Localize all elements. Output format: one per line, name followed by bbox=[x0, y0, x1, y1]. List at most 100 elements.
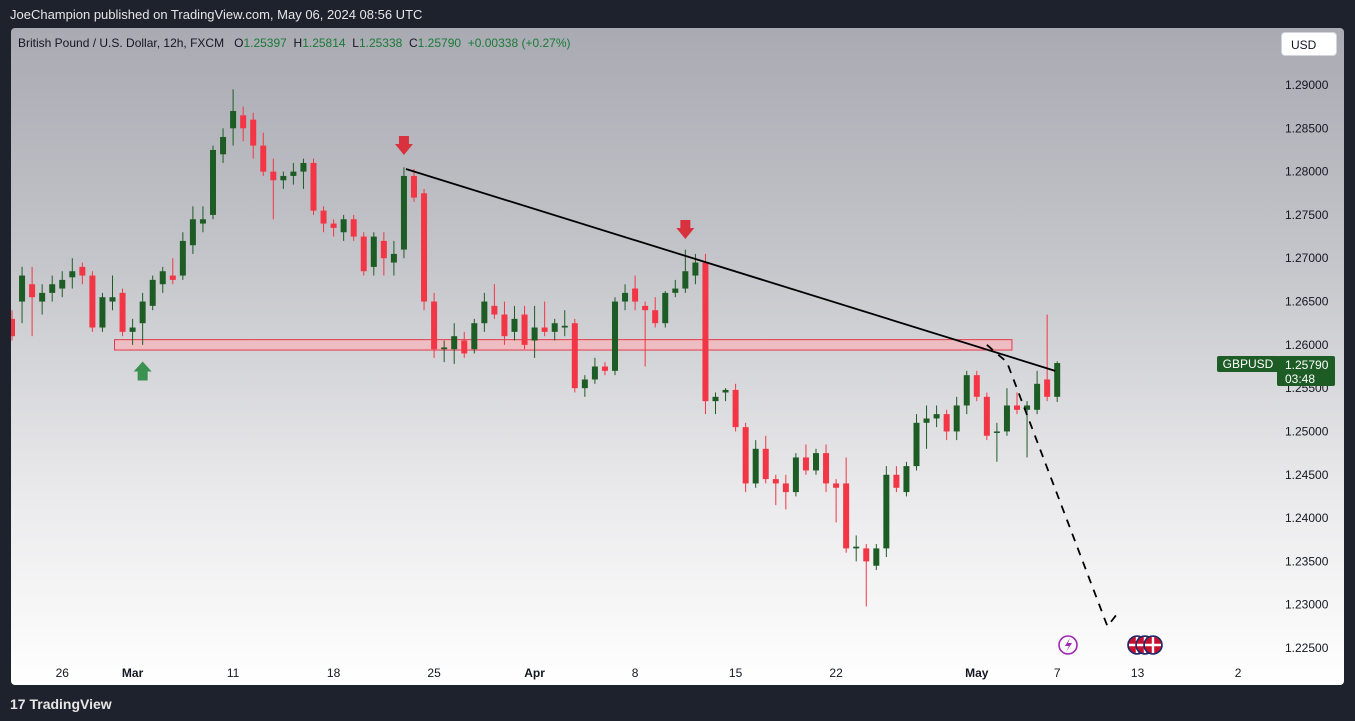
candle-body bbox=[702, 262, 709, 402]
candle-body bbox=[782, 483, 789, 493]
candle-body bbox=[893, 474, 900, 488]
candle-body bbox=[601, 366, 608, 371]
chart-frame[interactable]: 1.29000 1.28500 1.28000 1.27500 1.27000 1.265… bbox=[11, 28, 1344, 685]
candle-body bbox=[69, 271, 76, 278]
candle-body bbox=[199, 219, 206, 224]
candle-body bbox=[400, 175, 407, 250]
x-tick-label: 13 bbox=[1131, 666, 1145, 680]
candle-body bbox=[350, 219, 357, 237]
symbol-badge-text: GBPUSD bbox=[1223, 357, 1274, 371]
tradingview-logo[interactable]: 17 TradingView bbox=[10, 696, 112, 712]
candle-body bbox=[250, 119, 257, 146]
legend-low: 1.25338 bbox=[358, 36, 403, 50]
candle-body bbox=[169, 275, 176, 280]
currency-button[interactable]: USD bbox=[1281, 32, 1337, 56]
arrow-up-marker bbox=[133, 361, 152, 381]
candle-body bbox=[833, 483, 840, 488]
x-tick-label: 18 bbox=[327, 666, 341, 680]
y-tick-label: 1.22500 bbox=[1285, 641, 1329, 655]
candle-body bbox=[491, 305, 498, 315]
candle-body bbox=[571, 323, 578, 389]
candle-body bbox=[109, 297, 116, 302]
y-tick-label: 1.23000 bbox=[1285, 598, 1329, 612]
candle-body bbox=[49, 284, 56, 293]
price-badge-countdown: 03:48 bbox=[1285, 372, 1315, 386]
x-tick-label: 25 bbox=[427, 666, 441, 680]
candle-body bbox=[581, 379, 588, 389]
candle-body bbox=[1003, 405, 1010, 432]
candle-body bbox=[752, 448, 759, 484]
publisher-text: JoeChampion published on TradingView.com… bbox=[10, 7, 423, 22]
candle-body bbox=[933, 414, 940, 419]
candle-body bbox=[612, 301, 618, 371]
candle-body bbox=[843, 483, 850, 549]
y-axis[interactable]: 1.29000 1.28500 1.28000 1.27500 1.27000 1.265… bbox=[1285, 78, 1329, 655]
x-tick-label: 26 bbox=[56, 666, 70, 680]
candle-body bbox=[953, 405, 960, 432]
candle-body bbox=[370, 236, 377, 267]
legend-change: +0.00338 (+0.27%) bbox=[467, 36, 571, 50]
candle-body bbox=[531, 327, 538, 341]
y-tick-label: 1.28500 bbox=[1285, 121, 1329, 135]
candle-body bbox=[210, 149, 216, 215]
price-badge-price: 1.25790 bbox=[1285, 358, 1329, 372]
arrow-down-marker bbox=[676, 219, 695, 239]
x-tick-label: 8 bbox=[632, 666, 639, 680]
candle-body bbox=[712, 396, 719, 402]
event-icons[interactable] bbox=[1058, 635, 1163, 655]
candle-body bbox=[240, 115, 247, 129]
candle-body bbox=[943, 414, 950, 432]
x-tick-label: Apr bbox=[524, 666, 545, 680]
y-tick-label: 1.27000 bbox=[1285, 251, 1329, 265]
candles-group bbox=[11, 89, 1061, 607]
candle-body bbox=[813, 453, 819, 471]
arrow-down-marker bbox=[394, 135, 413, 155]
candle-body bbox=[270, 171, 277, 181]
lightning-event-icon[interactable] bbox=[1058, 635, 1078, 655]
support-zone-group bbox=[114, 339, 1013, 351]
candle-body bbox=[823, 453, 830, 484]
y-tick-label: 1.27500 bbox=[1285, 208, 1329, 222]
candle-body bbox=[310, 162, 317, 211]
candle-body bbox=[622, 292, 629, 302]
candle-body bbox=[863, 548, 870, 562]
candle-body bbox=[923, 418, 930, 423]
candle-body bbox=[1054, 363, 1061, 397]
candle-body bbox=[692, 262, 699, 276]
candle-body bbox=[1044, 379, 1051, 397]
candle-body bbox=[441, 347, 448, 350]
candle-body bbox=[883, 474, 890, 549]
candle-body bbox=[762, 448, 769, 480]
x-tick-label: 11 bbox=[227, 666, 240, 680]
candle-body bbox=[722, 389, 729, 393]
candle-body bbox=[360, 236, 367, 272]
candle-body bbox=[260, 145, 267, 172]
candle-body bbox=[220, 136, 227, 155]
candle-body bbox=[119, 292, 126, 332]
candle-body bbox=[29, 284, 36, 298]
candle-body bbox=[682, 271, 689, 289]
candle-body bbox=[662, 292, 669, 324]
uk-flag-cross bbox=[1145, 637, 1161, 653]
candle-body bbox=[411, 175, 417, 198]
x-axis[interactable]: 26 Mar 11 18 25 Apr 8 15 22 May 7 13 2 bbox=[56, 666, 1242, 680]
candle-body bbox=[340, 219, 347, 233]
candle-body bbox=[963, 375, 970, 406]
y-tick-label: 1.26000 bbox=[1285, 338, 1329, 352]
tradingview-logo-glyph: 17 bbox=[10, 696, 26, 712]
candle-body bbox=[501, 314, 508, 337]
candle-body bbox=[993, 431, 1000, 433]
candle-body bbox=[873, 548, 880, 566]
candle-body bbox=[642, 305, 649, 311]
candle-body bbox=[983, 396, 990, 436]
symbol-badge-bg bbox=[1217, 356, 1279, 372]
x-tick-label: 15 bbox=[729, 666, 743, 680]
candle-body bbox=[1024, 405, 1031, 410]
publisher-header: JoeChampion published on TradingView.com… bbox=[0, 0, 1355, 28]
candle-body bbox=[290, 171, 297, 176]
candle-body bbox=[59, 279, 66, 289]
candle-body bbox=[732, 389, 739, 428]
y-tick-label: 1.29000 bbox=[1285, 78, 1329, 92]
candle-body bbox=[230, 110, 237, 129]
chart-svg[interactable]: 1.29000 1.28500 1.28000 1.27500 1.27000 1.265… bbox=[11, 28, 1344, 685]
